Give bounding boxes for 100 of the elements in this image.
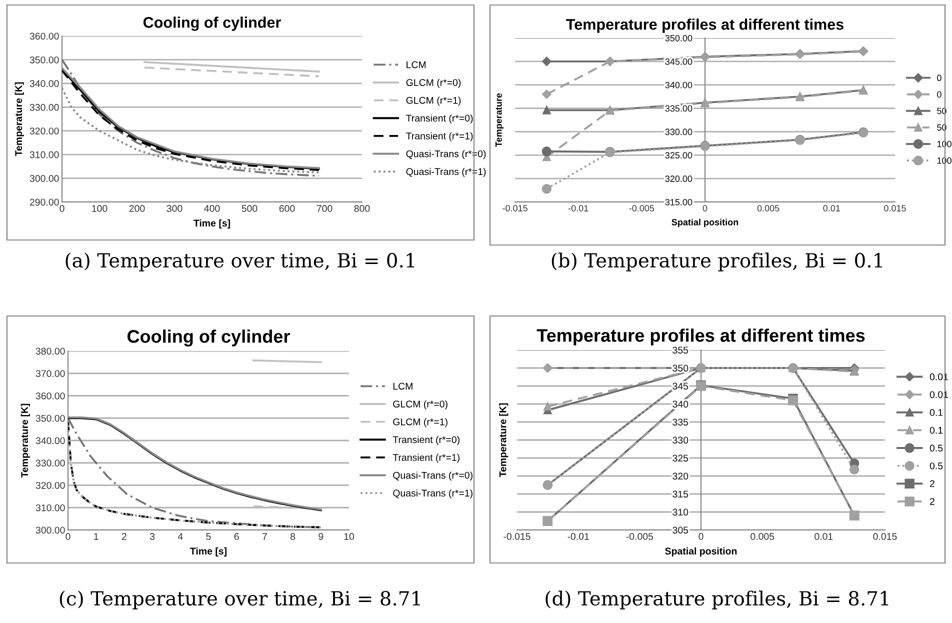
x-axis-title: Spatial position — [665, 547, 737, 556]
legend-label: GLCM (r*=1) — [406, 96, 461, 106]
x-tick-label: 7 — [262, 533, 267, 540]
legend-label: 0.5 — [930, 462, 943, 470]
y-tick-label: 320.00 — [30, 128, 59, 134]
x-tick-label: 0.01 — [823, 205, 840, 212]
y-tick-label: 380.00 — [36, 348, 65, 355]
legend-label: Quasi-Trans (r*=0) — [393, 472, 472, 481]
legend-label: 100 — [937, 140, 952, 148]
y-tick-label: 325.00 — [665, 152, 692, 159]
text: (c) Temperature over time, Bi = 8.71 — [60, 590, 420, 610]
legend-label: 0.01 — [930, 373, 948, 380]
x-tick-label: 0 — [698, 533, 704, 540]
x-tick-label: 0 — [60, 205, 64, 212]
y-tick-label: 330 — [672, 436, 688, 444]
y-tick-label: 350 — [672, 364, 688, 372]
x-tick-label: 0.01 — [814, 533, 833, 540]
y-tick-label: 330.00 — [36, 460, 65, 466]
y-tick-label: 320.00 — [36, 482, 65, 489]
y-tick-label: 335.00 — [665, 105, 692, 112]
legend-label: GLCM (r*=0) — [393, 400, 448, 410]
y-axis-title: Temperature [K] — [499, 403, 508, 478]
x-tick-label: -0.015 — [502, 205, 528, 212]
y-tick-label: 355 — [672, 346, 688, 354]
text: (a) Temperature over time, Bi = 0.1 — [66, 252, 414, 272]
x-tick-label: 0.015 — [873, 533, 897, 540]
y-tick-label: 360.00 — [36, 392, 65, 400]
chart-title: Cooling of cylinder — [127, 330, 290, 346]
x-tick-label: 500 — [242, 205, 258, 212]
x-tick-label: -0.01 — [568, 533, 589, 540]
legend-label: Quasi-Trans (r*=1) — [406, 168, 486, 177]
x-tick-label: 100 — [92, 205, 108, 212]
legend-label: Transient (r*=0) — [406, 114, 473, 124]
y-tick-label: 345.00 — [665, 58, 692, 65]
legend-label: 0 — [937, 91, 942, 98]
x-tick-label: 6 — [234, 533, 239, 540]
y-tick-label: 300.00 — [36, 526, 65, 534]
x-tick-label: 10 — [344, 533, 354, 540]
y-tick-label: 320.00 — [665, 176, 692, 182]
legend-label: LCM — [406, 61, 426, 68]
y-tick-label: 340.00 — [30, 80, 59, 88]
legend-label: 0.5 — [930, 444, 943, 452]
y-tick-label: 340 — [672, 400, 688, 408]
y-tick-label: 340.00 — [665, 82, 692, 88]
legend-label: 2 — [930, 480, 934, 488]
x-tick-label: -0.01 — [568, 205, 588, 212]
y-tick-label: 370.00 — [36, 370, 65, 377]
legend-label: Transient (r*=1) — [392, 454, 460, 463]
legend-label: GLCM (r*=1) — [393, 418, 448, 428]
y-axis-title: Temperature — [496, 93, 504, 147]
legend-label: LCM — [393, 382, 412, 390]
x-tick-label: 2 — [122, 533, 126, 540]
legend-label: 100 — [937, 157, 952, 164]
legend-label: Transient (r*=0) — [392, 436, 460, 446]
text: (b) Temperature profiles, Bi = 0.1 — [552, 252, 882, 272]
y-tick-label: 290.00 — [30, 198, 59, 206]
legend-label: 2 — [930, 498, 934, 505]
y-tick-label: 350.00 — [30, 56, 59, 64]
x-tick-label: 700 — [316, 205, 332, 212]
y-tick-label: 310 — [672, 508, 688, 516]
x-axis-title: Spatial position — [672, 218, 738, 228]
x-tick-label: 0.015 — [884, 205, 906, 212]
y-tick-label: 310.00 — [30, 151, 59, 158]
x-tick-label: 0 — [702, 205, 708, 212]
x-tick-label: 0 — [66, 533, 70, 540]
x-tick-label: 0.005 — [750, 533, 774, 540]
chart-title: Temperature profiles at different times — [566, 18, 844, 33]
y-tick-label: 310.00 — [36, 504, 65, 512]
legend-label: Quasi-Trans (r*=0) — [406, 150, 486, 160]
x-tick-label: 4 — [178, 533, 183, 540]
y-tick-label: 320 — [672, 472, 688, 480]
x-tick-label: -0.005 — [626, 533, 654, 540]
x-tick-label: 9 — [318, 533, 324, 540]
x-tick-label: 800 — [354, 205, 370, 212]
x-tick-label: 5 — [206, 533, 211, 540]
x-tick-label: 300 — [166, 205, 182, 212]
y-tick-label: 300.00 — [30, 175, 59, 182]
legend-label: Transient (r*=1) — [406, 132, 473, 142]
text: (d) Temperature profiles, Bi = 8.71 — [546, 590, 888, 610]
x-tick-label: -0.015 — [504, 533, 530, 540]
x-tick-label: 200 — [129, 205, 145, 212]
x-tick-label: 8 — [290, 533, 296, 540]
legend-label: Quasi-Trans (r*=1) — [393, 489, 472, 498]
y-tick-label: 335 — [672, 418, 688, 426]
y-tick-label: 315 — [672, 490, 688, 498]
chart-title: Temperature profiles at different times — [536, 328, 865, 346]
x-tick-label: -0.005 — [629, 205, 654, 212]
legend-label: GLCM (r*=0) — [406, 78, 461, 88]
legend-label: 0.01 — [930, 391, 948, 398]
x-tick-label: 600 — [279, 205, 295, 212]
y-tick-label: 330.00 — [665, 128, 692, 136]
legend-label: 0.1 — [930, 426, 943, 434]
y-axis-title: Temperature [K] — [20, 404, 30, 478]
y-tick-label: 325 — [672, 454, 688, 462]
y-tick-label: 340.00 — [36, 437, 65, 444]
y-tick-label: 350.00 — [665, 34, 692, 42]
x-tick-label: 400 — [204, 205, 220, 212]
legend-label: 0 — [937, 74, 942, 82]
x-tick-label: 3 — [150, 533, 155, 540]
x-tick-label: 0.005 — [757, 205, 780, 212]
